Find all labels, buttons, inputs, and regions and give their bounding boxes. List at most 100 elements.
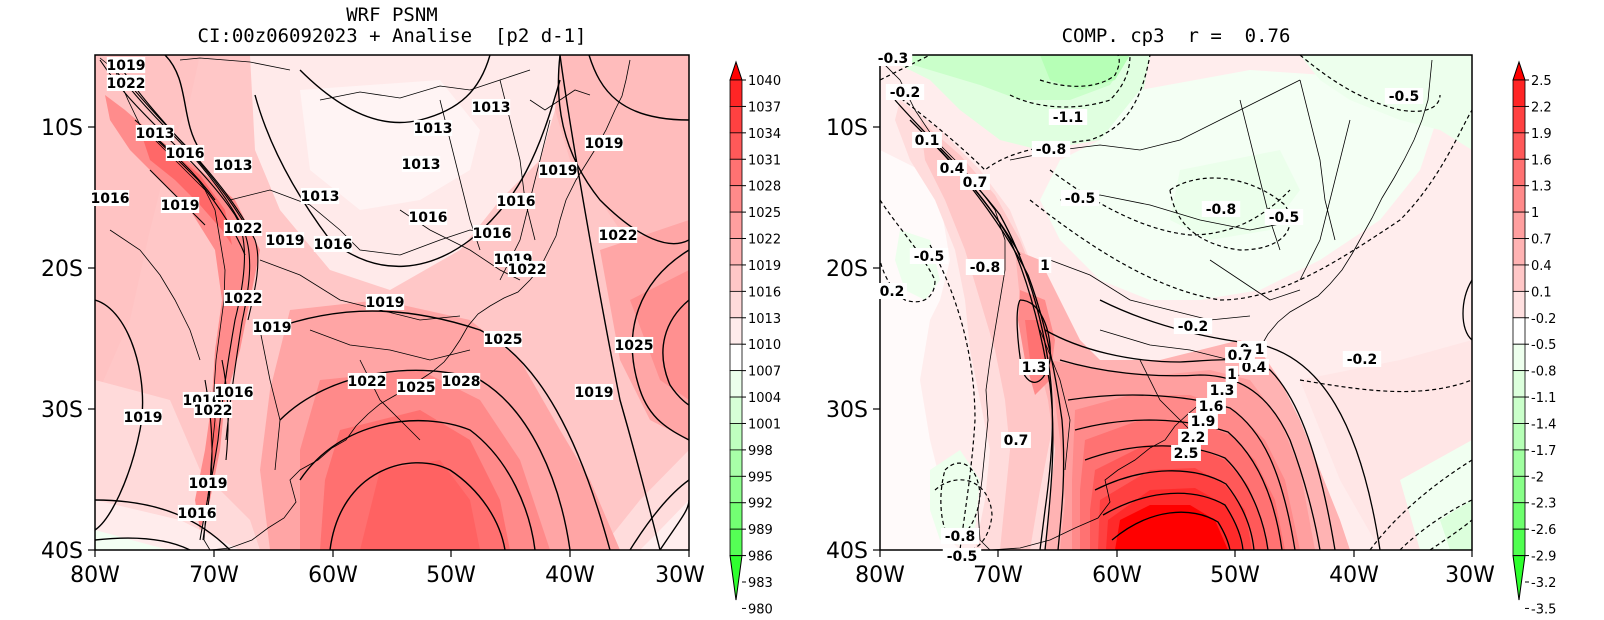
left-contour-label: 1022 — [107, 76, 146, 92]
left-cbar-bottom-arrow — [729, 555, 743, 601]
left-contour-label-bg — [496, 193, 536, 209]
right-cbar-tick-label: 1 — [1531, 206, 1539, 221]
right-cbar-tick-label: 1.6 — [1531, 153, 1552, 168]
right-contour-label-bg — [1225, 366, 1239, 382]
left-contour-label-bg — [177, 505, 217, 521]
right-colorbar: 2.5 2.2 1.9 1.6 1.3 1 0.7 0.4 0.1 -0.2 -0.5 -0.8 -1.… — [1512, 60, 1556, 617]
left-contour-label: 1016 — [409, 210, 448, 226]
left-cbar-swatch — [729, 423, 743, 451]
left-contour-label-bg — [165, 145, 205, 161]
right-contour-label: -0.5 — [1389, 89, 1420, 105]
right-cbar-bottom-arrow — [1512, 555, 1526, 601]
right-cbar-tick-label: 0.4 — [1531, 259, 1552, 274]
right-cbar-swatch — [1512, 423, 1526, 451]
left-cbar-tick-label: 1025 — [748, 206, 781, 221]
right-lon-label-30w: 30W — [1445, 563, 1495, 588]
left-contour-label-bg — [471, 99, 511, 115]
left-contour-label-bg — [214, 384, 254, 400]
left-map-title: WRF PSNM CI:00z06092023 + Analise [p2 d-… — [95, 5, 689, 47]
right-contour-label-bg — [937, 160, 967, 176]
right-contour-label: -0.5 — [914, 249, 945, 265]
left-contour-label: 1019 — [575, 385, 614, 401]
left-contour-label-bg — [300, 188, 340, 204]
right-cbar-tick-label: -0.8 — [1531, 365, 1556, 380]
left-contour-label: 1022 — [224, 291, 263, 307]
right-anomaly-field — [880, 55, 1472, 550]
right-lat-label-10s: 10S — [826, 116, 868, 141]
left-contour-label-bg — [472, 225, 512, 241]
right-contour-label-bg — [912, 132, 942, 148]
right-contour-label-bg — [940, 528, 980, 544]
left-cbar-swatch — [729, 475, 743, 504]
right-contour-label: 0.7 — [1228, 348, 1253, 364]
left-contour-label: 1016 — [473, 226, 512, 242]
left-cbar-swatch — [729, 185, 743, 213]
left-contour-label-bg — [401, 156, 441, 172]
right-contour-label: -0.5 — [947, 549, 978, 565]
right-cbar-swatch — [1512, 79, 1526, 107]
left-cbar-tick-label: 980 — [748, 602, 773, 617]
right-lat-label-30s: 30S — [826, 398, 868, 423]
right-contour-label: 2.2 — [1181, 430, 1206, 446]
right-contour-label-bg — [1173, 318, 1213, 334]
right-contour-label: 1.3 — [1022, 360, 1047, 376]
right-contour-label-bg — [1060, 190, 1100, 206]
left-cbar-swatch — [729, 211, 743, 239]
left-contour-label: 1016 — [497, 194, 536, 210]
right-cbar-swatch — [1512, 475, 1526, 504]
right-lat-label-40s: 40S — [826, 539, 868, 564]
left-contour-label: 1019 — [266, 233, 305, 249]
left-contour-label-bg — [614, 337, 654, 353]
right-cbar-swatch — [1512, 317, 1526, 345]
right-cbar-tick-label: -1.7 — [1531, 444, 1556, 459]
right-contour-label-bg — [965, 259, 1005, 275]
left-cbar-tick-label: 1007 — [748, 365, 781, 380]
left-contour-label-bg — [265, 232, 305, 248]
right-cbar-swatch — [1512, 290, 1526, 319]
left-cbar-tick-label: 1031 — [748, 153, 781, 168]
right-contour-label: -0.8 — [970, 260, 1001, 276]
left-contour-label-bg — [396, 379, 436, 395]
left-cbar-tick-label: 995 — [748, 470, 773, 485]
left-contour-label-bg — [574, 384, 614, 400]
left-contour-label: 1013 — [414, 121, 453, 137]
right-contour-label-bg — [1038, 257, 1052, 273]
right-lon-label-70w: 70W — [973, 563, 1023, 588]
right-contour-label: -0.5 — [1269, 210, 1300, 226]
left-cbar-tick-label: 998 — [748, 444, 773, 459]
left-contour-label: 1019 — [539, 163, 578, 179]
left-cbar-tick-label: 1028 — [748, 180, 781, 195]
right-contour-label-bg — [1196, 398, 1226, 414]
right-contour-label: -0.8 — [1036, 142, 1067, 158]
left-cbar-tick-label: 1022 — [748, 233, 781, 248]
right-cbar-swatch — [1512, 106, 1526, 134]
left-contour-label: 1022 — [508, 262, 547, 278]
left-contour-label-bg — [365, 294, 405, 310]
right-contour-label-bg — [1264, 209, 1304, 225]
left-contour-label-bg — [223, 290, 263, 306]
right-contour-label: -0.2 — [1347, 352, 1378, 368]
right-contour-label: 0.7 — [1004, 433, 1029, 449]
right-cbar-swatch — [1512, 211, 1526, 239]
right-contour-label: 0.2 — [880, 284, 905, 300]
right-cbar-tick-label: -2.6 — [1531, 523, 1556, 538]
right-contour-label: 1.6 — [1199, 399, 1224, 415]
left-contour-label: 1013 — [472, 100, 511, 116]
left-contour-label: 1019 — [189, 476, 228, 492]
left-contour-label: 1025 — [397, 380, 436, 396]
left-contour-label-bg — [123, 409, 163, 425]
left-cbar-swatch — [729, 370, 743, 398]
right-cbar-swatch — [1512, 396, 1526, 424]
left-cbar-tick-label: 983 — [748, 576, 773, 591]
right-lon-label-50w: 50W — [1210, 563, 1260, 588]
left-lat-label-40s: 40S — [41, 539, 83, 564]
left-lat-label-30s: 30S — [41, 398, 83, 423]
right-contour-label: 1 — [1040, 258, 1050, 274]
left-cbar-swatch — [729, 106, 743, 134]
right-cbar-tick-label: 0.1 — [1531, 285, 1552, 300]
left-contour-label-bg — [408, 209, 448, 225]
right-contour-label: 2.5 — [1174, 446, 1199, 462]
right-contour-label: 1.9 — [1191, 414, 1216, 430]
left-cbar-swatch — [729, 132, 743, 160]
right-lon-label-60w: 60W — [1092, 563, 1142, 588]
